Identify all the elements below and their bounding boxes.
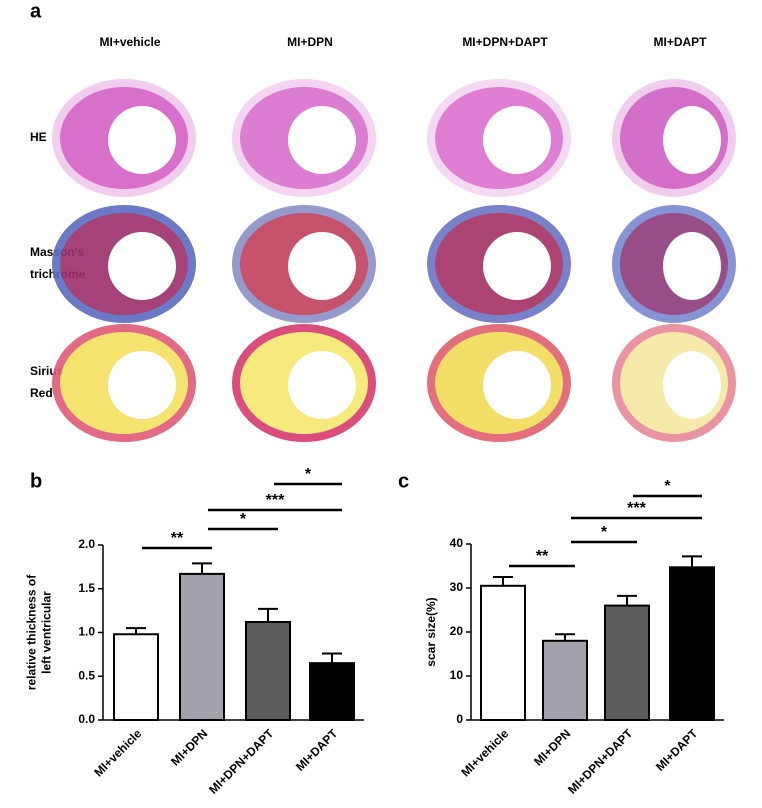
tissue-lumen bbox=[483, 351, 551, 419]
significance-label: *** bbox=[266, 492, 285, 509]
bar bbox=[309, 662, 355, 721]
bar bbox=[669, 566, 715, 721]
tissue-lumen bbox=[483, 106, 551, 174]
x-tick-label: MI+DPN+DAPT bbox=[206, 726, 277, 797]
significance-label: * bbox=[305, 466, 312, 483]
y-tick-label: 0.0 bbox=[78, 712, 95, 726]
significance-label: * bbox=[601, 524, 608, 541]
y-tick-label: 0 bbox=[456, 712, 463, 726]
bar bbox=[542, 639, 588, 721]
y-tick-label: 1.5 bbox=[78, 581, 95, 595]
column-header: MI+vehicle bbox=[99, 35, 160, 49]
significance-label: ** bbox=[536, 548, 549, 565]
x-tick-label: MI+vehicle bbox=[458, 726, 511, 779]
tissue-lumen bbox=[663, 351, 721, 419]
bar bbox=[113, 633, 159, 721]
row-label: HE bbox=[30, 130, 47, 144]
x-tick-label: MI+DAPT bbox=[653, 726, 701, 774]
significance-label: * bbox=[240, 511, 247, 528]
tissue-lumen bbox=[663, 106, 721, 174]
significance-label: *** bbox=[627, 500, 646, 517]
column-header: MI+DPN bbox=[287, 35, 333, 49]
panel-label: b bbox=[30, 470, 42, 492]
bar bbox=[480, 584, 526, 721]
column-header: MI+DPN+DAPT bbox=[462, 35, 548, 49]
tissue-lumen bbox=[108, 106, 176, 174]
y-axis-label: left ventricular bbox=[40, 591, 54, 674]
row-label: Red bbox=[30, 386, 53, 400]
x-tick-label: MI+DAPT bbox=[293, 726, 341, 774]
tissue-lumen bbox=[108, 232, 176, 300]
panel-label: a bbox=[30, 0, 42, 22]
x-tick-label: MI+DPN bbox=[168, 726, 210, 768]
y-axis-label: relative thickness of bbox=[25, 574, 39, 690]
column-header: MI+DAPT bbox=[653, 35, 707, 49]
y-tick-label: 20 bbox=[450, 624, 464, 638]
significance-label: ** bbox=[171, 530, 184, 547]
panel-label: c bbox=[398, 470, 409, 492]
tissue-lumen bbox=[288, 351, 356, 419]
y-tick-label: 40 bbox=[450, 536, 464, 550]
bar bbox=[245, 621, 291, 721]
bar bbox=[604, 604, 650, 721]
x-tick-label: MI+DPN bbox=[531, 726, 573, 768]
tissue-lumen bbox=[663, 232, 721, 300]
y-tick-label: 2.0 bbox=[78, 537, 95, 551]
tissue-lumen bbox=[288, 232, 356, 300]
y-tick-label: 30 bbox=[450, 580, 464, 594]
y-tick-label: 0.5 bbox=[78, 668, 95, 682]
tissue-lumen bbox=[108, 351, 176, 419]
tissue-lumen bbox=[483, 232, 551, 300]
x-tick-label: MI+vehicle bbox=[91, 726, 144, 779]
significance-label: * bbox=[664, 478, 671, 495]
bar bbox=[179, 572, 225, 721]
x-tick-label: MI+DPN+DAPT bbox=[565, 726, 636, 797]
y-tick-label: 1.0 bbox=[78, 625, 95, 639]
tissue-lumen bbox=[288, 106, 356, 174]
y-axis-label: scar size(%) bbox=[424, 597, 438, 666]
y-tick-label: 10 bbox=[450, 668, 464, 682]
